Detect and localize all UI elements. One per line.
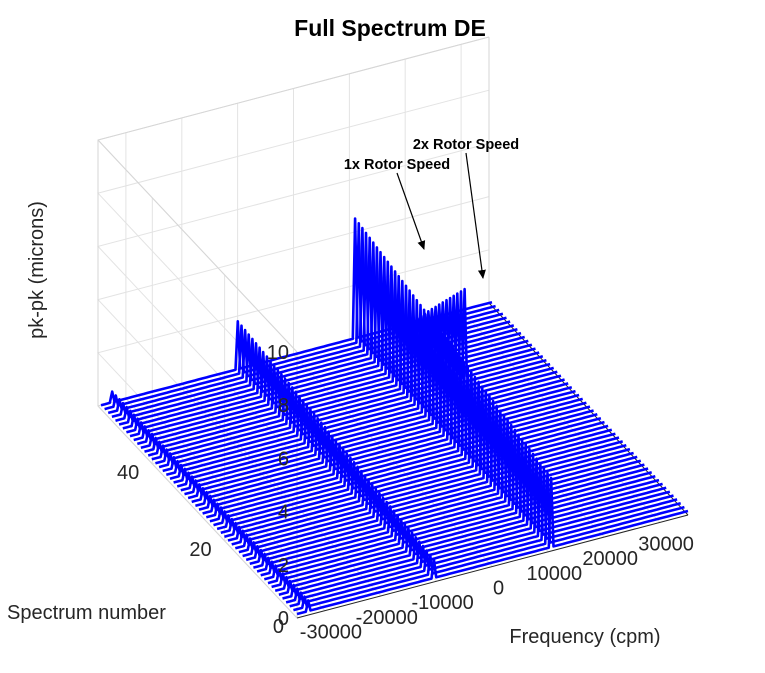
spectrum-line <box>202 351 594 515</box>
x-axis-line <box>296 514 689 619</box>
spectrum-line <box>256 423 649 573</box>
axis-box-edge <box>97 36 490 141</box>
y-tick-label: 0 <box>273 616 284 638</box>
axis-box-edge <box>97 405 298 619</box>
z-tick-label: 2 <box>278 555 289 577</box>
z-tick-label: 6 <box>278 448 289 470</box>
spectrum-line <box>267 438 660 585</box>
x-tick-label: 30000 <box>638 533 694 555</box>
spectrum-line <box>227 385 620 542</box>
tick-labels: 0 2 4 6 8 10 -30000-20000-10000 0 10000200003000… <box>117 342 694 644</box>
spectrum-line <box>260 428 653 577</box>
spectrum-line <box>242 404 634 558</box>
spectrum-line <box>263 433 656 581</box>
annotations: 2x Rotor Speed 1x Rotor Speed <box>344 137 519 279</box>
spectrum-line <box>209 361 602 523</box>
annotation-2x-rotor-speed: 2x Rotor Speed <box>413 137 519 153</box>
spectrum-line <box>245 409 638 562</box>
spectrum-line <box>191 337 584 504</box>
x-tick-label: -30000 <box>300 622 362 644</box>
x-axis-label: Frequency (cpm) <box>509 626 660 648</box>
y-tick-label: 40 <box>117 462 139 484</box>
z-tick-label: 0 <box>278 608 289 630</box>
y-tick-label: 20 <box>189 539 211 561</box>
x-tick-label: 10000 <box>527 563 583 585</box>
z-tick-label: 10 <box>267 342 289 364</box>
spectrum-line <box>278 452 671 596</box>
spectrum-line <box>271 443 663 589</box>
z-tick-label: 8 <box>278 395 289 417</box>
spectrum-line <box>282 457 674 600</box>
spectrum-line <box>231 390 624 546</box>
spectrum-line <box>253 419 645 569</box>
spectrum-line <box>216 370 609 531</box>
spectrum-line <box>213 366 605 527</box>
y-axis-label: Spectrum number <box>7 602 166 624</box>
spectrum-line <box>293 471 685 612</box>
z-axis-label: pk-pk (microns) <box>26 201 48 339</box>
spectrum-line <box>285 462 678 604</box>
spectrum-line <box>224 380 616 538</box>
x-tick-label: 20000 <box>582 548 638 570</box>
spectrum-line <box>205 356 598 519</box>
annotation-1x-arrow <box>396 172 426 250</box>
x-tick-label: -10000 <box>412 592 474 614</box>
axis-box-edge <box>97 139 298 353</box>
spectrum-line <box>220 375 613 535</box>
spectrum-line <box>198 346 591 511</box>
spectrum-line <box>234 394 627 550</box>
z-tick-label: 4 <box>278 502 289 524</box>
x-tick-label: 0 <box>493 578 504 600</box>
x-tick-label: -20000 <box>356 607 418 629</box>
spectrum-line <box>274 447 667 593</box>
annotation-2x-arrow <box>465 152 486 279</box>
spectrum-line <box>249 414 642 565</box>
spectrum-line <box>195 342 587 507</box>
spectrum-line <box>238 399 631 554</box>
series-layer <box>100 217 689 616</box>
annotation-1x-rotor-speed: 1x Rotor Speed <box>344 157 450 173</box>
spectrum-line <box>289 467 682 608</box>
spectrum-line <box>296 476 689 616</box>
chart-title: Full Spectrum DE <box>294 15 486 41</box>
